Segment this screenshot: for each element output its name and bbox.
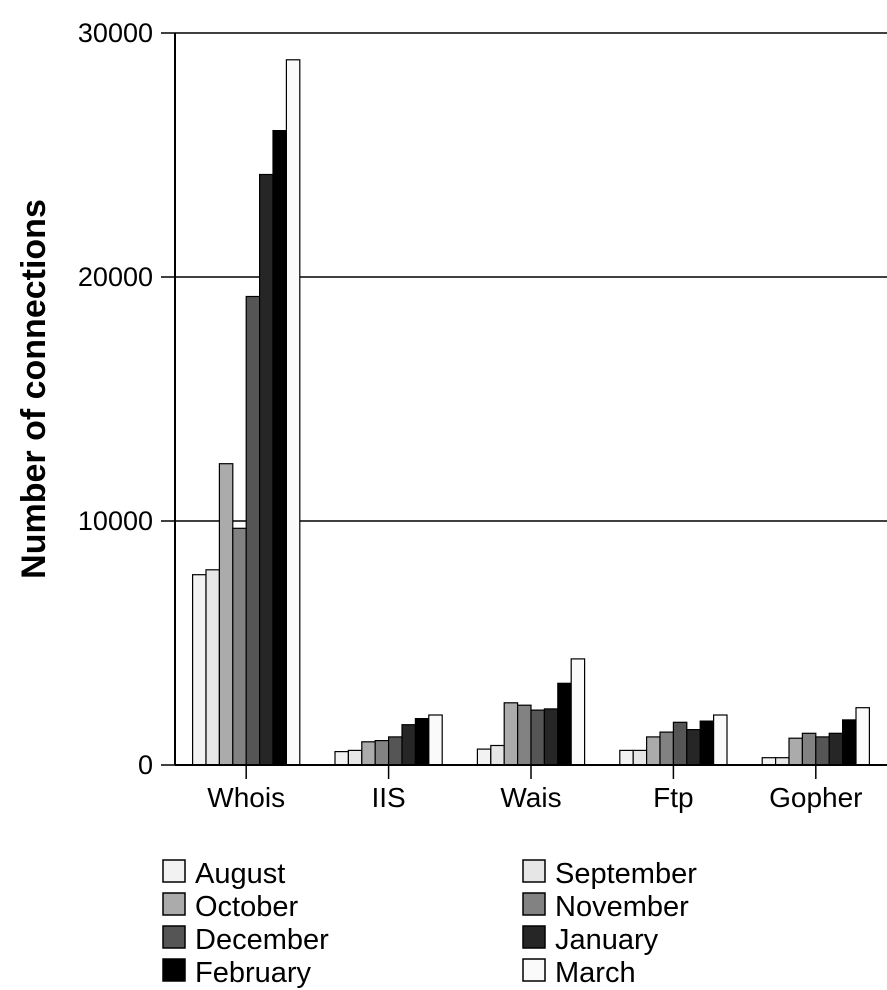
x-tick-label: IIS [371, 782, 405, 813]
bar-iis-january [401, 724, 416, 766]
bar-wais-october [503, 702, 519, 766]
bar-ftp-october [645, 736, 661, 766]
bar-iis-march [428, 714, 443, 766]
x-ticks: Whois IIS Wais Ftp Gopher [207, 765, 863, 813]
legend-label-september: September [555, 858, 697, 890]
bars [192, 59, 870, 766]
x-tick-label: Wais [500, 782, 561, 813]
bar-iis-august [334, 750, 349, 766]
legend-swatch-september [522, 859, 546, 883]
legend: August September October November December Ja… [162, 858, 697, 989]
legend-swatch-march [522, 958, 546, 982]
legend-label-october: October [195, 891, 298, 923]
bar-gopher-august [761, 757, 777, 766]
bar-whois-march [285, 59, 301, 766]
bar-ftp-september [632, 749, 648, 766]
bar-wais-september [490, 744, 505, 766]
y-tick-label: 0 [138, 750, 153, 780]
bar-gopher-january [828, 732, 844, 766]
bar-iis-september [347, 749, 363, 766]
bar-wais-march [570, 658, 586, 766]
bar-ftp-january [686, 728, 701, 766]
x-tick-label: Ftp [653, 782, 693, 813]
bar-ftp-december [672, 721, 688, 766]
bar-wais-january [543, 708, 559, 766]
bar-whois-november [232, 527, 247, 766]
bar-gopher-march [855, 707, 870, 766]
bar-gopher-november [801, 732, 817, 766]
bar-whois-october [218, 463, 234, 766]
bar-gopher-september [774, 757, 790, 766]
legend-label-january: January [555, 924, 659, 956]
bar-ftp-november [659, 731, 674, 766]
bar-gopher-december [815, 736, 830, 766]
y-tick-label: 30000 [78, 18, 153, 48]
y-tick-label: 10000 [78, 506, 153, 536]
bar-gopher-february [841, 719, 857, 766]
legend-swatch-february [162, 958, 186, 982]
legend-swatch-october [162, 892, 186, 916]
bar-ftp-august [619, 749, 634, 766]
x-tick-label: Whois [207, 782, 285, 813]
y-tick-label: 20000 [78, 262, 153, 292]
bar-iis-october [361, 741, 376, 766]
bar-wais-november [516, 704, 532, 766]
bar-gopher-october [788, 737, 803, 766]
legend-label-march: March [555, 957, 636, 989]
bar-whois-september [205, 569, 220, 766]
bar-ftp-february [699, 720, 715, 766]
bar-ftp-march [712, 714, 728, 766]
bar-wais-december [530, 709, 545, 766]
x-tick-label: Gopher [769, 782, 862, 813]
legend-label-august: August [195, 858, 285, 890]
bar-iis-december [388, 736, 403, 766]
bar-whois-february [272, 130, 287, 766]
bar-wais-august [476, 748, 492, 766]
legend-label-february: February [195, 957, 312, 989]
bar-iis-november [374, 739, 390, 766]
bar-whois-august [192, 574, 207, 766]
legend-swatch-august [162, 859, 186, 883]
legend-swatch-december [162, 925, 186, 949]
bar-whois-december [245, 295, 261, 766]
bar-iis-february [414, 717, 430, 766]
legend-swatch-january [522, 925, 546, 949]
y-axis-label: Number of connections [15, 199, 53, 579]
legend-swatch-november [522, 892, 546, 916]
legend-label-december: December [195, 924, 329, 956]
bar-whois-january [259, 173, 274, 766]
bar-wais-february [557, 682, 572, 766]
y-ticks: 0 10000 20000 30000 [78, 18, 175, 780]
legend-label-november: November [555, 891, 689, 923]
